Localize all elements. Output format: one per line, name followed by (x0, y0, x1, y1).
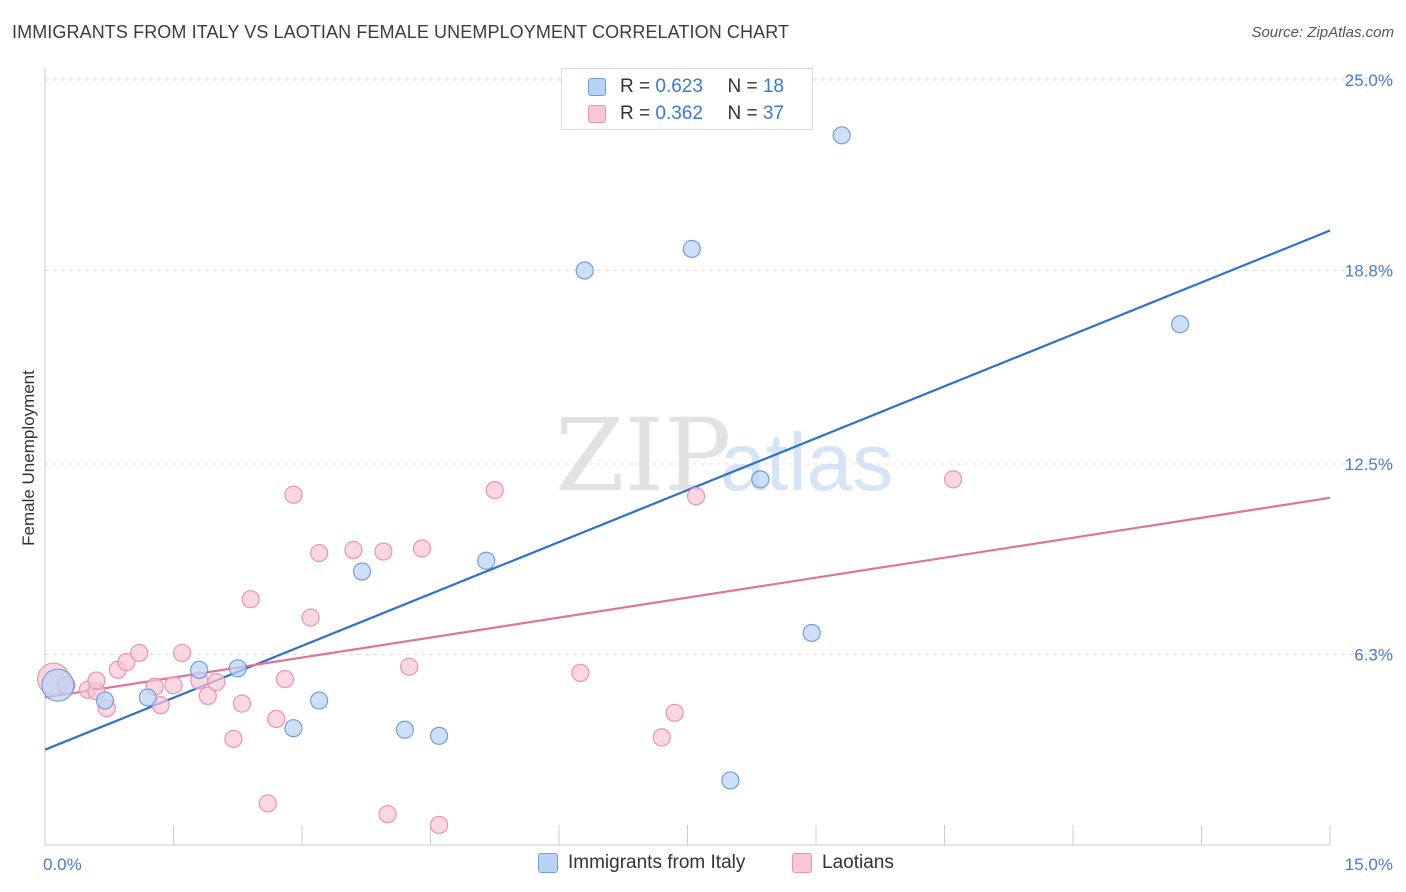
y-tick-label: 6.3% (1354, 645, 1393, 664)
x-tick-label: 0.0% (43, 855, 82, 874)
laotian-point (943, 470, 963, 489)
italy-point (751, 470, 770, 489)
n-value: 18 (762, 76, 784, 97)
n-label: N = (727, 103, 763, 124)
laotian-point (652, 728, 671, 747)
laotian-point (198, 686, 217, 706)
grid-lines (45, 77, 1395, 655)
laotian-point (412, 539, 432, 558)
legend-label-laotian: Laotians (822, 852, 894, 873)
italy-point (477, 551, 496, 570)
laotian-point (172, 643, 192, 663)
italy-point (284, 719, 303, 738)
laotian-point (267, 709, 286, 729)
laotian-point (117, 653, 136, 672)
italy-point (190, 660, 209, 679)
laotian-point (310, 543, 329, 563)
laotian-point (241, 590, 260, 609)
laotian-point (207, 673, 226, 692)
italy-point (721, 771, 740, 790)
laotian-point (284, 485, 303, 504)
laotian-point (232, 694, 252, 713)
correlation-legend: R = 0.623 N = 18 R = 0.362 N = 37 (561, 68, 813, 130)
y-axis-label: Female Unemployment (19, 370, 38, 546)
legend-text-laotian: R = 0.362 N = 37 (620, 103, 784, 125)
legend-label-italy: Immigrants from Italy (568, 852, 746, 873)
italy-point (138, 688, 157, 707)
laotian-point (374, 542, 393, 561)
laotian-point (275, 669, 294, 689)
italy-point (352, 562, 372, 581)
laotian-point (258, 794, 277, 813)
x-tick-label: 15.0% (1345, 855, 1393, 874)
laotian-point (686, 487, 706, 506)
italy-point (395, 720, 414, 739)
italy-point (429, 726, 449, 745)
r-value: 0.623 (655, 76, 703, 97)
legend-text-italy: R = 0.623 N = 18 (620, 76, 784, 98)
laotian-point (344, 540, 363, 560)
laotian-point (571, 663, 590, 682)
italy-point (228, 659, 247, 678)
tick-labels: 6.3% 12.5% 18.8% 25.0% 0.0% 15.0% (43, 71, 1393, 874)
r-label: R = (620, 103, 656, 124)
axes (44, 68, 1331, 846)
y-tick-label: 12.5% (1345, 455, 1393, 474)
laotian-point (301, 608, 320, 627)
y-tick-label: 25.0% (1345, 71, 1393, 90)
source-credit: Source: ZipAtlas.com (1251, 24, 1394, 41)
laotian-point (130, 643, 149, 663)
r-value: 0.362 (655, 103, 703, 124)
italy-point (802, 623, 821, 643)
watermark-atlas: atlas (720, 417, 893, 508)
chart-title: IMMIGRANTS FROM ITALY VS LAOTIAN FEMALE … (12, 22, 790, 42)
laotian-point (224, 729, 243, 749)
laotian-point (378, 805, 397, 824)
laotian-point (485, 481, 504, 500)
italy-point (832, 126, 851, 145)
laotian-trend-line (44, 496, 1331, 699)
n-label: N = (727, 76, 763, 97)
data-points (36, 126, 1190, 835)
laotian-point (429, 815, 449, 835)
italy-point (575, 261, 594, 280)
italy-swatch (588, 78, 606, 96)
laotian-point (399, 657, 419, 676)
laotian-point (164, 676, 183, 695)
italy-point (41, 668, 75, 702)
laotian-swatch (588, 105, 606, 123)
r-label: R = (620, 76, 656, 97)
italy-point (682, 239, 701, 259)
italy-point (95, 691, 115, 710)
italy-point (1170, 315, 1190, 334)
trend-lines (44, 229, 1331, 751)
y-tick-label: 18.8% (1345, 261, 1393, 280)
n-value: 37 (762, 103, 784, 124)
italy-swatch (538, 853, 558, 873)
laotian-swatch (792, 853, 812, 873)
laotian-point (665, 703, 684, 722)
italy-point (310, 691, 329, 710)
laotian-point (87, 671, 106, 690)
